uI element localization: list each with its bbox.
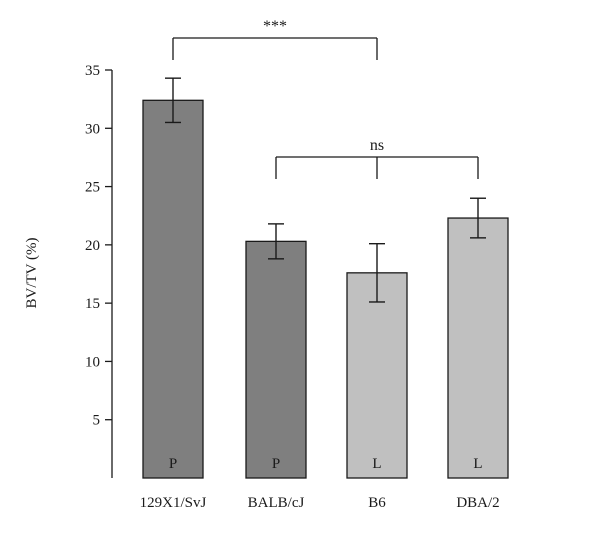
x-tick-labels: 129X1/SvJ BALB/cJ B6 DBA/2	[140, 495, 500, 511]
bar-0	[142, 99, 204, 479]
error-bars-group	[165, 77, 486, 303]
y-tick-label-20: 20	[85, 238, 100, 254]
y-tick-label-5: 5	[93, 413, 101, 429]
y-ticks-group: 5 10 15 20 25 30 35	[85, 63, 112, 429]
x-tick-label-3: DBA/2	[456, 495, 499, 511]
significance-label-1: ns	[370, 137, 384, 154]
bar-2	[346, 272, 408, 479]
x-tick-label-2: B6	[368, 495, 386, 511]
bar-label-2: L	[372, 456, 381, 472]
x-tick-label-0: 129X1/SvJ	[140, 495, 207, 511]
y-tick-label-10: 10	[85, 354, 100, 370]
y-tick-label-35: 35	[85, 63, 100, 79]
bar-label-1: P	[272, 456, 280, 472]
significance-brackets: *** ns	[172, 18, 479, 179]
x-tick-label-1: BALB/cJ	[248, 495, 305, 511]
y-axis-label: BV/TV (%)	[24, 238, 40, 309]
y-tick-label-25: 25	[85, 180, 100, 196]
y-tick-label-15: 15	[85, 296, 100, 312]
bar-label-0: P	[169, 456, 177, 472]
bar-label-3: L	[473, 456, 482, 472]
significance-label-0: ***	[263, 18, 287, 35]
bar-1	[245, 240, 307, 479]
bar-3	[447, 217, 509, 479]
y-tick-label-30: 30	[85, 121, 100, 137]
